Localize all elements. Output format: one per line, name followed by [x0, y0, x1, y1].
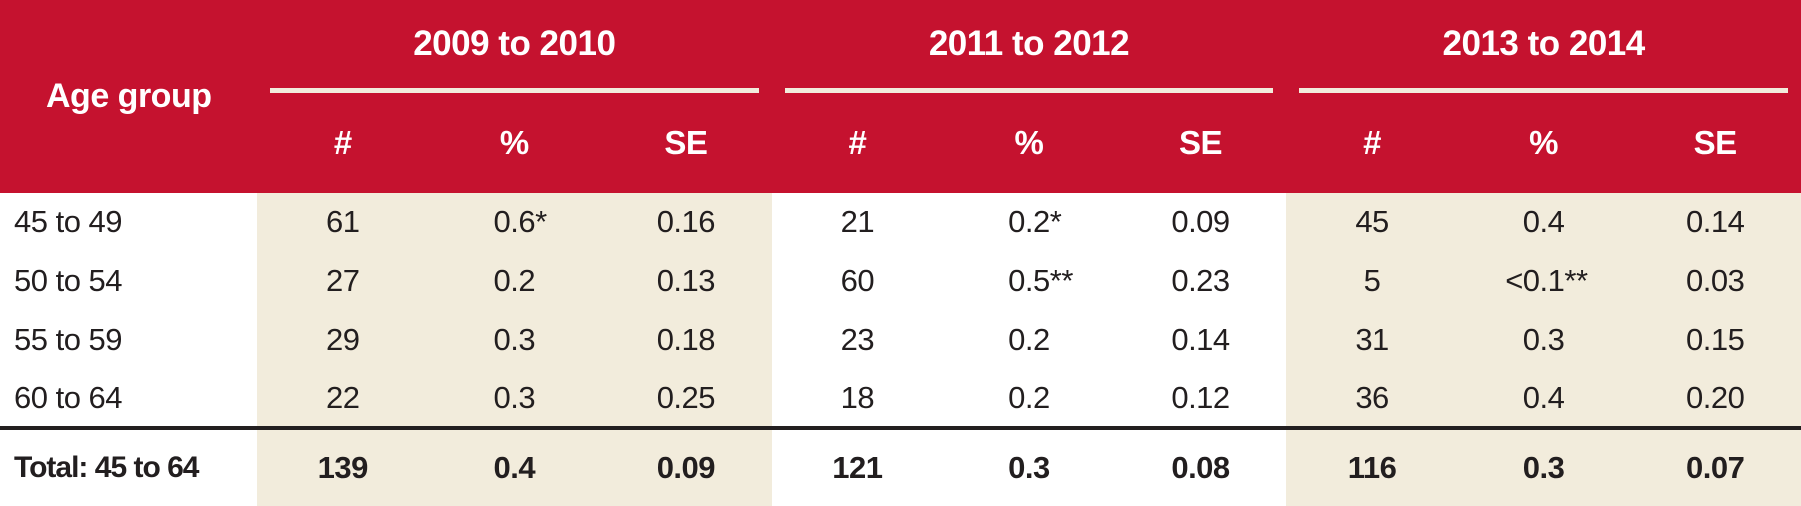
- value-cell: 0.4: [1522, 204, 1565, 240]
- period-label-2009-2010: 2009 to 2010: [413, 24, 616, 63]
- value-cell: 61: [326, 204, 360, 240]
- table-row: 55 to 59 29 0.3 0.18 23 0.2 0.14 31 0.3 0.15: [0, 311, 1801, 370]
- value-cell: 0.14: [1171, 321, 1230, 357]
- value-cell: 36: [1355, 379, 1389, 415]
- row-header-cell: 50 to 54: [14, 263, 123, 299]
- value-cell: 0.18: [656, 321, 716, 357]
- period-label-2013-2014: 2013 to 2014: [1442, 24, 1646, 63]
- value-cell: 0.4: [1522, 379, 1565, 415]
- value-cell: 0.09: [1171, 204, 1230, 240]
- value-cell: 0.5 **: [1008, 263, 1073, 299]
- value-cell: 0.14: [1686, 204, 1745, 240]
- value-cell: 0.07: [1629, 426, 1801, 506]
- subcolumn-header-row: # % SE # % SE # % SE: [0, 93, 1801, 193]
- value-cell: 21: [840, 204, 875, 240]
- table-row: 45 to 49 61 0.6 * 0.16 21 0.2 * 0.09 45 0.4 0.14: [0, 193, 1801, 252]
- value-cell: 45: [1355, 204, 1389, 240]
- value-cell: 0.2: [1008, 379, 1050, 415]
- value-cell: 0.2: [493, 263, 536, 299]
- subcolumn-header-count: #: [771, 93, 944, 193]
- value-cell: 0.2: [1008, 321, 1050, 357]
- value-cell: 0.3: [493, 321, 536, 357]
- value-cell: 0.25: [656, 379, 716, 415]
- row-header-cell: 60 to 64: [14, 379, 123, 415]
- period-group-header-3: 2013 to 2014: [1286, 0, 1801, 93]
- value-cell: 0.3: [943, 426, 1115, 506]
- row-header-cell: 55 to 59: [14, 321, 123, 357]
- table-row: 60 to 64 22 0.3 0.25 18 0.2 0.12 36 0.4 0.20: [0, 369, 1801, 428]
- value-cell: 29: [326, 321, 360, 357]
- period-label-2011-2012: 2011 to 2012: [928, 24, 1130, 63]
- value-cell: 31: [1355, 321, 1389, 357]
- value-cell: 0.3: [1457, 426, 1630, 506]
- value-cell: 22: [326, 379, 360, 415]
- period-title-row: Age group 2009 to 2010 2011 to 2012 2013…: [0, 0, 1801, 193]
- table-header: Age group 2009 to 2010 2011 to 2012 2013…: [0, 0, 1801, 193]
- value-cell: 139: [257, 426, 429, 506]
- period-group-header-1: 2009 to 2010: [257, 0, 772, 93]
- period-title-underline: 2013 to 2014: [1299, 0, 1788, 93]
- value-cell: 0.03: [1686, 263, 1745, 299]
- value-cell: 0.6 *: [493, 204, 548, 240]
- value-cell: 0.3: [1522, 321, 1565, 357]
- period-title-underline: 2009 to 2010: [270, 0, 759, 93]
- value-cell: 0.2 *: [1008, 204, 1062, 240]
- row-header-cell: 45 to 49: [14, 204, 123, 240]
- subcolumn-header-count: #: [257, 93, 429, 193]
- value-cell: 18: [840, 379, 875, 415]
- value-cell: 0.13: [656, 263, 716, 299]
- value-cell: 0.15: [1686, 321, 1745, 357]
- value-cell: 0.08: [1114, 426, 1287, 506]
- value-cell: 0.3: [493, 379, 536, 415]
- row-header-cell: Total: 45 to 64: [0, 426, 257, 506]
- value-cell: 23: [840, 321, 875, 357]
- period-title-underline: 2011 to 2012: [784, 0, 1274, 93]
- value-cell: 27: [326, 263, 360, 299]
- value-cell: 116: [1286, 426, 1458, 506]
- subcolumn-header-percent: %: [943, 93, 1115, 193]
- subcolumn-header-count: #: [1286, 93, 1458, 193]
- table-row: 50 to 54 27 0.2 0.13 60 0.5 ** 0.23 5 <0.1 ** 0.03: [0, 252, 1801, 311]
- value-cell: 0.09: [600, 426, 772, 506]
- value-cell: 0.16: [656, 204, 716, 240]
- subcolumn-header-se: SE: [600, 93, 772, 193]
- value-cell: 5: [1363, 263, 1381, 299]
- value-cell: 0.23: [1171, 263, 1230, 299]
- value-cell: 0.12: [1171, 379, 1230, 415]
- value-cell: 0.4: [428, 426, 601, 506]
- value-cell: 60: [840, 263, 875, 299]
- age-group-column-header: Age group: [0, 0, 257, 193]
- subcolumn-header-percent: %: [428, 93, 601, 193]
- period-group-header-2: 2011 to 2012: [771, 0, 1287, 93]
- total-row: Total: 45 to 64 139 0.4 0.09 121 0.3 0.08 116 0.…: [0, 426, 1801, 506]
- value-cell: 121: [771, 426, 944, 506]
- value-cell: 0.20: [1686, 379, 1745, 415]
- value-cell: <0.1 **: [1505, 263, 1588, 299]
- subcolumn-header-se: SE: [1114, 93, 1287, 193]
- table-body: 45 to 49 61 0.6 * 0.16 21 0.2 * 0.09 45 0.4 0.14 50 …: [0, 193, 1801, 506]
- subcolumn-header-se: SE: [1629, 93, 1801, 193]
- subcolumn-header-percent: %: [1457, 93, 1630, 193]
